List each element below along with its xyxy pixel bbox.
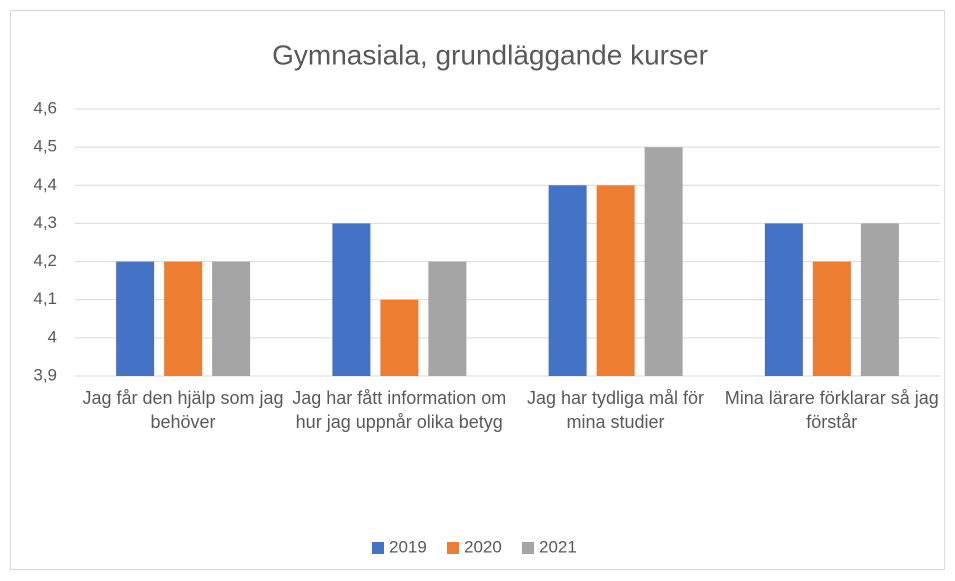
bar <box>764 223 803 376</box>
y-tick-label: 4,4 <box>33 175 57 194</box>
bar <box>212 261 251 376</box>
legend-swatch <box>372 542 384 554</box>
y-tick-label: 4,2 <box>33 251 57 270</box>
y-tick-label: 4,3 <box>33 213 57 232</box>
y-tick-label: 3,9 <box>33 365 57 384</box>
chart-title: Gymnasiala, grundläggande kurser <box>272 39 708 70</box>
bar <box>116 261 155 376</box>
legend-label: 2020 <box>464 537 502 556</box>
y-tick-label: 4,6 <box>33 98 57 117</box>
legend-label: 2021 <box>539 537 577 556</box>
legend-label: 2019 <box>389 537 427 556</box>
bar <box>380 299 419 376</box>
bar <box>164 261 203 376</box>
bar <box>332 223 371 376</box>
y-tick-label: 4,1 <box>33 289 57 308</box>
x-tick-label: Jag har fått information om hur jag uppn… <box>292 388 507 432</box>
legend-swatch <box>522 542 534 554</box>
bar <box>428 261 467 376</box>
bar <box>644 147 683 376</box>
bar <box>812 261 851 376</box>
y-tick-label: 4,5 <box>33 137 57 156</box>
bar <box>860 223 899 376</box>
x-tick-label: Mina lärare förklarar så jag förstår <box>724 388 939 432</box>
legend-swatch <box>447 542 459 554</box>
bar <box>596 185 635 376</box>
x-tick-label: Jag har tydliga mål för mina studier <box>526 388 705 432</box>
x-tick-label: Jag får den hjälp som jag behöver <box>82 388 284 432</box>
y-tick-label: 4 <box>48 327 57 346</box>
bar <box>548 185 587 376</box>
